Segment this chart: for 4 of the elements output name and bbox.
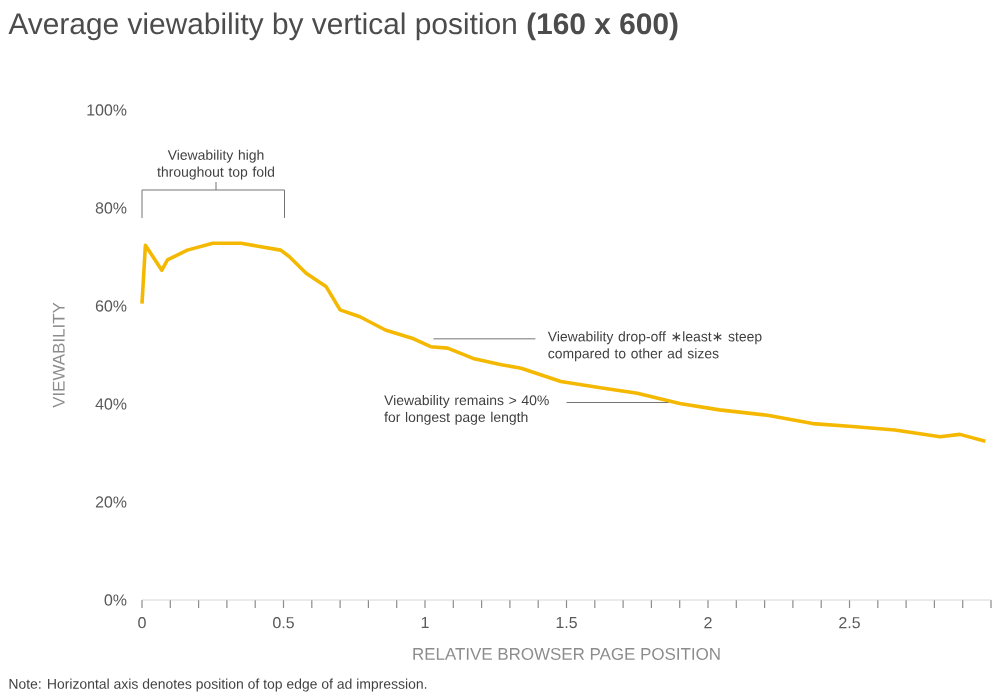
x-axis-title: RELATIVE BROWSER PAGE POSITION [413, 647, 720, 660]
y-axis-title: VIEWABILITY [52, 302, 65, 408]
chart-title: Average viewability by vertical position (160 x 600) [8, 12, 678, 41]
line-series [140, 241, 988, 444]
